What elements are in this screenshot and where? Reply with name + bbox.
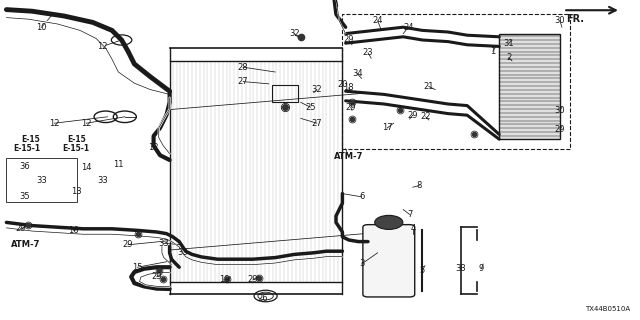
Text: 20: 20 <box>337 80 348 89</box>
Text: 15: 15 <box>132 263 143 272</box>
Text: 6: 6 <box>359 192 364 201</box>
Text: 33: 33 <box>177 248 188 257</box>
Text: 18: 18 <box>344 84 354 92</box>
Bar <box>272 85 298 102</box>
Text: 14: 14 <box>81 164 92 172</box>
Text: 29: 29 <box>152 272 162 281</box>
Text: 5: 5 <box>420 266 425 275</box>
Text: 29: 29 <box>123 240 133 249</box>
Text: 29: 29 <box>248 276 258 284</box>
Text: 12: 12 <box>49 119 60 128</box>
Text: 9: 9 <box>479 264 484 273</box>
Text: 30: 30 <box>555 106 565 115</box>
Text: 29: 29 <box>408 111 418 120</box>
Circle shape <box>375 215 403 229</box>
Text: 19: 19 <box>219 276 229 284</box>
Text: 32: 32 <box>312 85 322 94</box>
Text: ATM-7: ATM-7 <box>334 152 364 161</box>
Text: 22: 22 <box>420 112 431 121</box>
Text: 1: 1 <box>490 47 495 56</box>
Text: 34: 34 <box>352 69 362 78</box>
Bar <box>6 158 77 202</box>
Text: 30: 30 <box>555 16 565 25</box>
Text: 12: 12 <box>97 42 108 51</box>
Text: 27: 27 <box>238 77 248 86</box>
Text: TX44B0510A: TX44B0510A <box>585 306 630 312</box>
Text: 4: 4 <box>410 224 415 233</box>
Text: 33: 33 <box>158 239 168 248</box>
Text: 33: 33 <box>97 176 108 185</box>
Text: 21: 21 <box>424 82 434 91</box>
Text: 13: 13 <box>72 188 82 196</box>
Text: 25: 25 <box>305 103 316 112</box>
Text: 29: 29 <box>346 103 356 112</box>
Text: 31: 31 <box>504 39 514 48</box>
Text: 7: 7 <box>407 210 412 219</box>
Text: E-15: E-15 <box>21 135 40 144</box>
Text: 24: 24 <box>403 23 413 32</box>
Text: 33: 33 <box>36 176 47 185</box>
Text: E-15: E-15 <box>67 135 86 144</box>
Bar <box>499 34 560 139</box>
Text: 2: 2 <box>506 53 511 62</box>
Text: 27: 27 <box>312 119 322 128</box>
Text: 35: 35 <box>19 192 29 201</box>
FancyBboxPatch shape <box>363 225 415 297</box>
Text: 17: 17 <box>382 124 392 132</box>
Text: 16: 16 <box>68 226 79 235</box>
Text: 29: 29 <box>344 36 354 44</box>
Text: 11: 11 <box>113 160 124 169</box>
Text: 29: 29 <box>15 224 26 233</box>
Text: E-15-1: E-15-1 <box>13 144 40 153</box>
Text: 26: 26 <box>257 294 268 303</box>
Text: E-15-1: E-15-1 <box>62 144 89 153</box>
Text: 12: 12 <box>148 143 159 152</box>
Text: 32: 32 <box>289 29 300 38</box>
Bar <box>342 14 570 149</box>
Text: 10: 10 <box>36 23 47 32</box>
Text: 36: 36 <box>19 162 29 171</box>
Text: 28: 28 <box>238 63 248 72</box>
Text: 33: 33 <box>456 264 466 273</box>
Text: ATM-7: ATM-7 <box>11 240 40 249</box>
Text: 23: 23 <box>363 48 373 57</box>
Text: 3: 3 <box>359 260 364 268</box>
Text: 8: 8 <box>417 181 422 190</box>
Text: FR.: FR. <box>566 14 584 24</box>
Text: 24: 24 <box>372 16 383 25</box>
Text: 12: 12 <box>81 119 92 128</box>
Text: 29: 29 <box>555 125 565 134</box>
